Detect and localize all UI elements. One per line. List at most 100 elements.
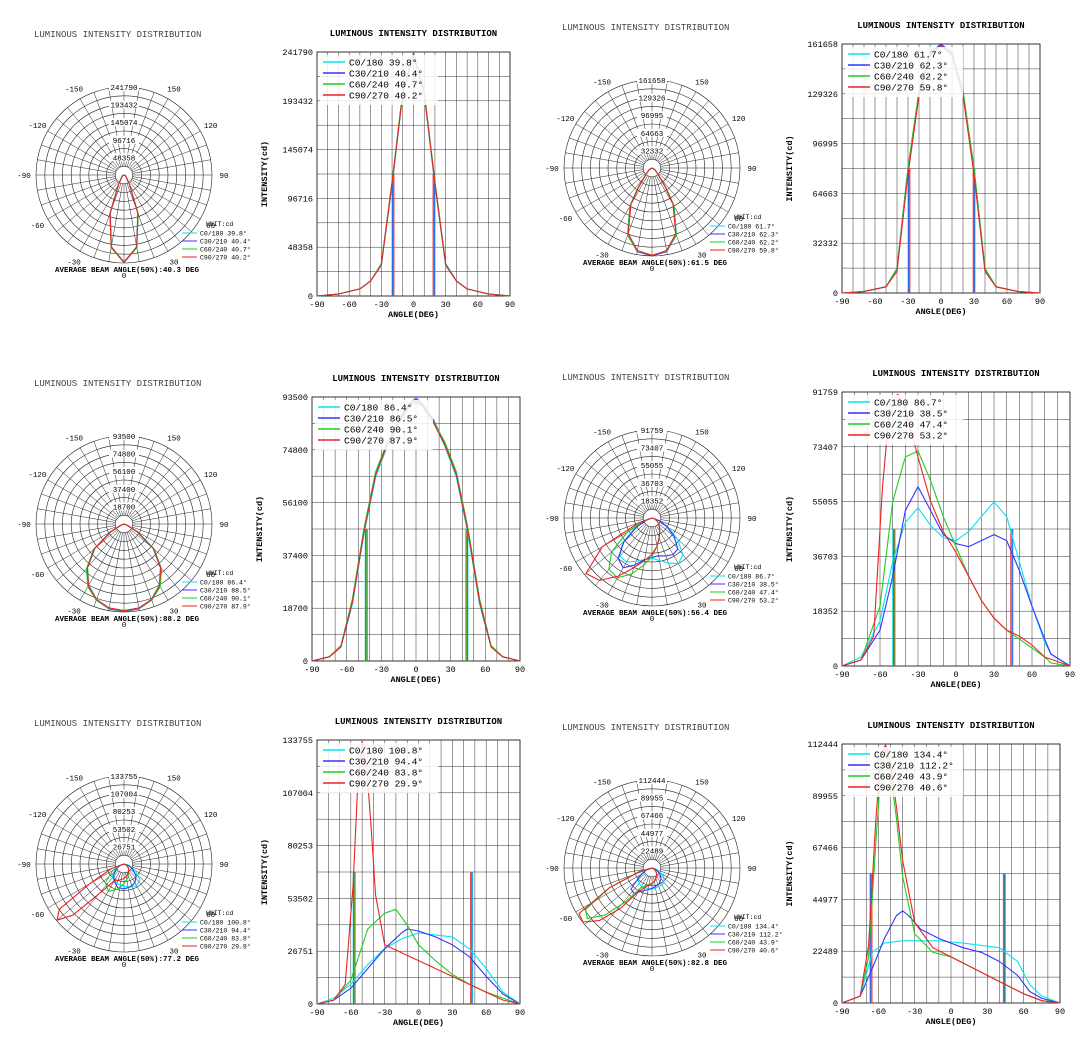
line4-legend-entry: C0/180 61.7° xyxy=(874,50,942,61)
polar7-ring-label: 55055 xyxy=(641,463,664,471)
line4-ytick: 96995 xyxy=(812,140,838,150)
line4-xtick: -30 xyxy=(900,297,915,307)
polar3-ring-label-bg xyxy=(637,76,667,84)
line12-ytick: 112444 xyxy=(807,740,838,750)
line4-ytick: 64663 xyxy=(812,189,838,199)
line8-legend-entry: C0/180 86.7° xyxy=(874,398,942,409)
polar5-spoke xyxy=(41,493,116,522)
polar1-spoke xyxy=(131,179,201,220)
line6-ylabel: INTENSITY(cd) xyxy=(255,496,265,562)
polar9-angle-label: 60 xyxy=(206,912,216,920)
polar5-ring-label: 93500 xyxy=(113,434,136,442)
polar3-angle-label: 150 xyxy=(695,79,709,87)
polar11-spoke xyxy=(659,872,729,913)
polar11-ring-label: 44977 xyxy=(641,831,664,839)
polar3-ring-label-bg xyxy=(637,146,667,155)
polar7-spoke xyxy=(621,526,650,601)
polar3-angle-label: 30 xyxy=(697,253,707,261)
line2-legend-entry: C30/210 40.4° xyxy=(349,69,423,80)
line10-legend-entry: C0/180 100.8° xyxy=(349,746,423,757)
line2-xtick: -30 xyxy=(374,300,389,310)
polar11-series-3 xyxy=(578,867,658,923)
line10-ytick: 107004 xyxy=(282,789,313,799)
polar9-spoke xyxy=(125,872,140,951)
polar7-ring-label: 36703 xyxy=(641,481,664,489)
polar5-ring-label: 18700 xyxy=(113,504,136,512)
polar11-ring-label: 22489 xyxy=(641,848,664,856)
polar1-angle-label: -30 xyxy=(67,260,81,268)
line8-xtick: -90 xyxy=(834,670,849,680)
polar1-angle-label: -150 xyxy=(65,86,84,94)
line8-series-2 xyxy=(841,450,1071,667)
line6-ytick: 0 xyxy=(303,657,308,667)
polar3-series-3 xyxy=(627,167,677,256)
polar3-angle-label: -120 xyxy=(556,116,575,124)
line2-series-3 xyxy=(316,54,511,297)
polar5-angle-label: 150 xyxy=(167,435,181,443)
polar9-legend-entry: C60/240 83.8° xyxy=(200,935,251,943)
polar5-ring-label: 74800 xyxy=(113,452,136,460)
polar3-ring-label-bg xyxy=(637,111,667,120)
polar1-title: LUMINOUS INTENSITY DISTRIBUTION xyxy=(34,30,201,40)
polar7-spoke xyxy=(660,519,739,534)
line10-xtick: 30 xyxy=(447,1008,457,1018)
line-chart-4-svg: LUMINOUS INTENSITY DISTRIBUTION 91759 7340… xyxy=(785,369,1075,690)
line8-ytick: 91759 xyxy=(812,388,838,398)
line12-legend-entry: C60/240 43.9° xyxy=(874,772,948,783)
polar3-spoke xyxy=(621,176,650,251)
line2-ylabel: INTENSITY(cd) xyxy=(260,141,270,207)
polar3-spoke xyxy=(657,174,709,236)
polar5-angle-label: -120 xyxy=(28,472,47,480)
polar7-series-1 xyxy=(617,517,679,569)
polar9-unit: UNIT:cd xyxy=(206,910,233,917)
polar7-angle-label: 0 xyxy=(650,616,655,624)
polar3-spoke xyxy=(653,176,668,255)
polar7-spoke xyxy=(569,520,644,549)
polar11-angle-label: 0 xyxy=(650,966,655,974)
polar7-angle-label: 30 xyxy=(697,603,707,611)
polar5-ring-label: 37400 xyxy=(113,487,136,495)
polar7-legend-entry: C60/240 47.4° xyxy=(728,589,779,597)
line6-ytick: 56100 xyxy=(282,499,308,509)
polar7-spoke xyxy=(660,520,735,549)
polar5-angle-label: -150 xyxy=(65,435,84,443)
polar11-angle-label: -120 xyxy=(556,816,575,824)
polar1-spoke xyxy=(132,176,211,191)
line6-xtick: 90 xyxy=(515,665,525,675)
polar3-spoke xyxy=(654,176,683,251)
line10-series-0 xyxy=(316,932,521,1005)
polar3-spoke xyxy=(575,172,645,213)
line4-series-3 xyxy=(841,45,1041,294)
polar9-angle-label: 0 xyxy=(122,962,127,970)
polar5-unit: UNIT:cd xyxy=(206,570,233,577)
line6-xtick: 60 xyxy=(480,665,490,675)
polar1-spoke xyxy=(130,180,192,232)
line8-series-3 xyxy=(841,393,1071,667)
polar9-angle-label: -60 xyxy=(31,912,45,920)
line12-ytick: 89955 xyxy=(812,792,838,802)
polar5-legend-entry: C0/180 86.4° xyxy=(200,579,247,587)
polar9-legend-entry: C0/180 100.8° xyxy=(200,919,251,927)
line8-series-1 xyxy=(841,486,1071,667)
line10-legend-bg xyxy=(320,743,438,793)
polar5-ring-label-bg xyxy=(109,432,139,440)
line4-ytick: 161658 xyxy=(807,40,838,50)
line12-xtick: -30 xyxy=(907,1007,922,1017)
polar5-ring-label-bg xyxy=(109,484,139,493)
polar1-spoke xyxy=(130,118,192,170)
polar5-spoke xyxy=(108,532,123,611)
polar3-legend-entry: C60/240 62.2° xyxy=(728,239,779,247)
line8-xlabel: ANGLE(DEG) xyxy=(930,680,981,690)
polar3-angle-label: 0 xyxy=(650,266,655,274)
line8-xtick: 30 xyxy=(989,670,999,680)
polar-chart-1: LUMINOUS INTENSITY DISTRIBUTION 241790 193… xyxy=(0,25,265,310)
polar11-angle-label: -150 xyxy=(593,779,612,787)
polar3-spoke xyxy=(660,137,735,166)
polar3-spoke xyxy=(656,175,697,245)
line12-xtick: 90 xyxy=(1055,1007,1065,1017)
polar1-spoke xyxy=(132,144,207,173)
line-chart-4: LUMINOUS INTENSITY DISTRIBUTION 91759 7340… xyxy=(780,362,1080,702)
polar1-spoke xyxy=(67,181,119,243)
polar5-spoke xyxy=(125,532,140,611)
line4-ylabel: INTENSITY(cd) xyxy=(785,135,795,201)
